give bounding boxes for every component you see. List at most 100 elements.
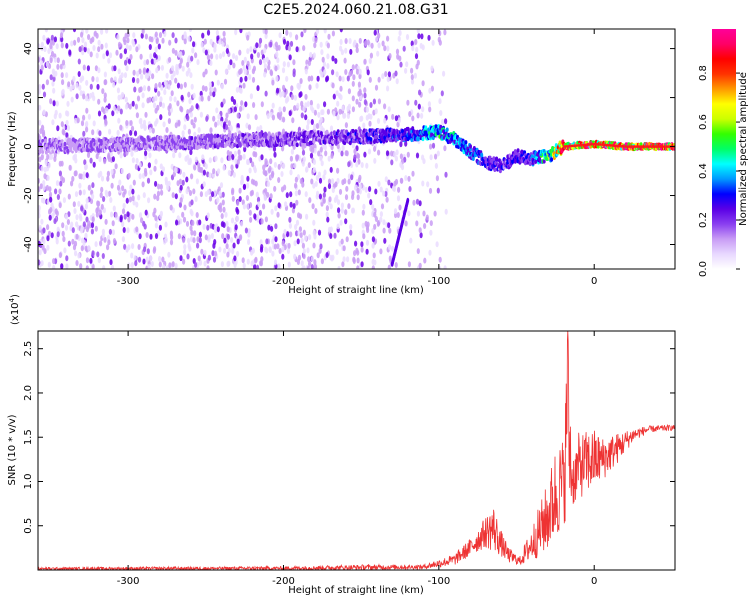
noise-blob	[323, 69, 327, 76]
spectrogram-x-tick-label: -100	[427, 276, 450, 287]
noise-blob	[140, 73, 144, 80]
noise-blob	[39, 183, 43, 190]
spectrogram-x-tick-label: 0	[591, 276, 597, 287]
noise-blob	[338, 75, 342, 82]
noise-blob	[124, 59, 128, 66]
noise-blob	[187, 55, 191, 62]
noise-blob	[142, 258, 146, 265]
noise-blob	[290, 163, 294, 170]
noise-blob	[372, 252, 376, 259]
noise-blob	[287, 242, 291, 249]
noise-blob	[186, 115, 190, 121]
noise-blob	[444, 171, 448, 178]
noise-blob	[97, 172, 101, 179]
noise-blob	[62, 129, 66, 136]
noise-blob	[296, 238, 300, 245]
noise-blob	[77, 71, 81, 77]
noise-blob	[131, 195, 135, 202]
ridge-core	[637, 145, 640, 148]
noise-blob	[243, 146, 247, 153]
noise-blob	[175, 219, 179, 226]
noise-blob	[235, 215, 240, 222]
ridge-core	[630, 145, 632, 148]
noise-blob	[236, 250, 240, 257]
noise-blob	[40, 64, 44, 71]
noise-blob	[233, 106, 237, 113]
noise-blob	[157, 43, 161, 50]
noise-blob	[318, 193, 322, 200]
noise-blob	[79, 77, 83, 83]
noise-blob	[171, 32, 175, 39]
noise-blob	[112, 205, 116, 212]
noise-blob	[218, 190, 222, 197]
noise-blob	[262, 169, 266, 176]
noise-blob	[55, 180, 60, 187]
noise-blob	[121, 236, 125, 243]
noise-blob	[189, 72, 193, 79]
noise-blob	[345, 236, 349, 243]
noise-blob	[296, 102, 300, 109]
ridge-core	[589, 143, 591, 146]
noise-blob	[351, 207, 355, 214]
noise-blob	[238, 69, 242, 75]
noise-blob	[340, 238, 344, 245]
ridge-cell	[46, 148, 50, 153]
noise-blob	[292, 59, 296, 66]
ridge-cell	[295, 142, 299, 148]
noise-blob	[125, 197, 129, 204]
noise-blob	[263, 47, 267, 54]
noise-blob	[122, 202, 126, 209]
noise-blob	[313, 109, 317, 116]
noise-blob	[199, 111, 203, 118]
noise-blob	[289, 155, 293, 162]
ridge-core	[566, 145, 569, 148]
noise-blob	[128, 196, 132, 203]
noise-blob	[368, 76, 372, 83]
noise-blob	[273, 259, 278, 266]
noise-blob	[427, 34, 431, 41]
noise-blob	[349, 70, 353, 76]
noise-blob	[176, 100, 180, 107]
noise-blob	[252, 102, 256, 108]
noise-blob	[294, 224, 298, 230]
noise-blob	[246, 175, 250, 182]
noise-blob	[347, 161, 351, 168]
noise-blob	[225, 48, 229, 54]
ridge-core	[615, 144, 617, 147]
noise-blob	[38, 119, 42, 126]
noise-blob	[172, 70, 176, 77]
noise-blob	[295, 219, 300, 226]
noise-blob	[182, 171, 186, 178]
noise-blob	[174, 37, 178, 44]
noise-blob	[332, 110, 336, 117]
noise-blob	[267, 224, 271, 231]
noise-blob	[53, 218, 57, 225]
noise-blob	[365, 114, 369, 121]
ridge-cell	[140, 143, 143, 148]
ridge-core	[580, 144, 582, 147]
noise-blob	[146, 248, 150, 255]
noise-blob	[323, 186, 327, 193]
noise-blob	[258, 209, 262, 216]
noise-blob	[254, 114, 258, 121]
noise-blob	[292, 68, 296, 75]
noise-blob	[216, 35, 220, 41]
noise-blob	[174, 49, 178, 56]
noise-blob	[233, 255, 237, 262]
noise-blob	[318, 177, 323, 184]
noise-blob	[325, 252, 329, 258]
noise-blob	[174, 262, 178, 269]
noise-blob	[384, 71, 388, 77]
noise-blob	[138, 68, 142, 75]
noise-blob	[302, 248, 306, 255]
noise-blob	[190, 173, 194, 180]
noise-blob	[179, 83, 183, 90]
spectrogram-x-axis-label: Height of straight line (km)	[288, 285, 424, 296]
noise-blob	[331, 187, 335, 194]
noise-blob	[123, 243, 127, 250]
noise-blob	[341, 76, 345, 83]
noise-blob	[299, 232, 303, 239]
noise-blob	[38, 88, 41, 95]
ridge-core	[568, 145, 570, 148]
noise-blob	[210, 53, 214, 60]
